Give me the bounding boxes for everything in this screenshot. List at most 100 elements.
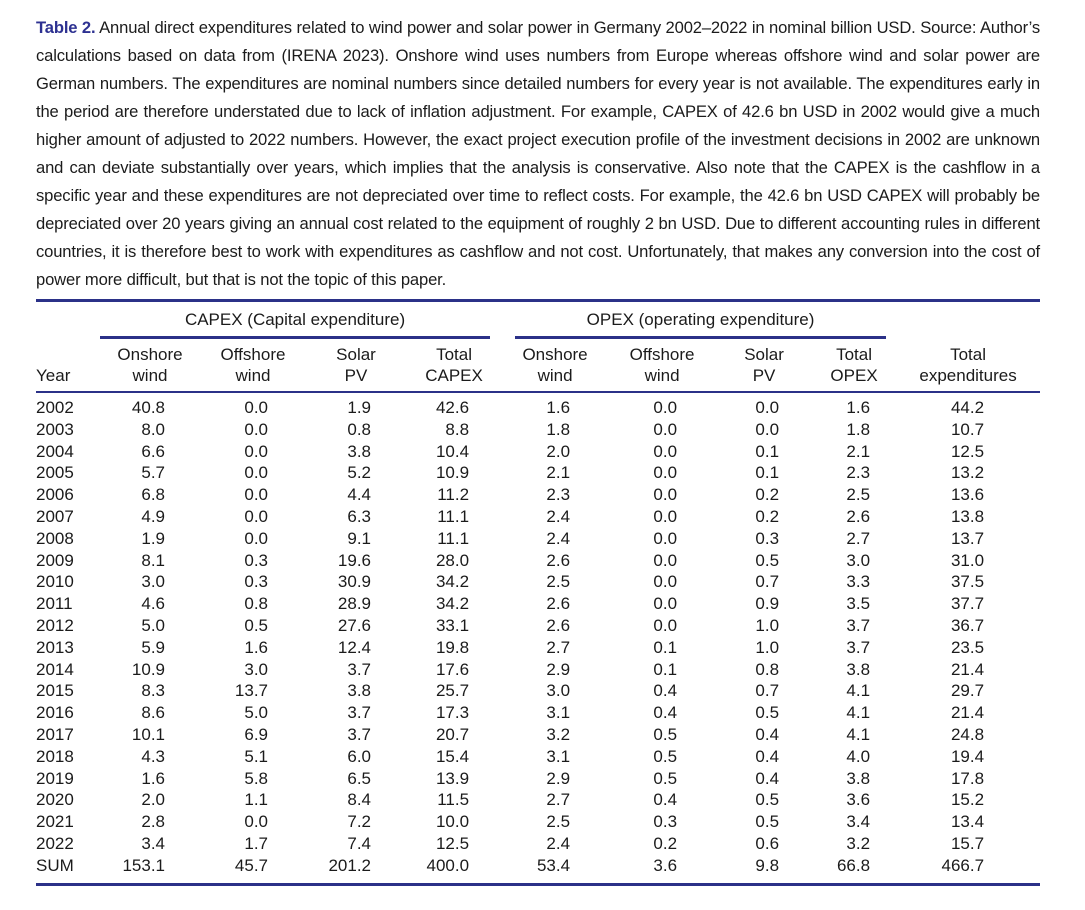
value-cell: 2.7: [546, 790, 571, 810]
value-cell: 7.2: [347, 812, 371, 832]
table-row: 2009 8.1 0.3 19.6 28.0 2.6 0.0 0.5 3.0 31.0: [36, 550, 1040, 572]
value-cell: 0.0: [755, 398, 780, 417]
group-header-spacer: [896, 302, 1040, 339]
value-cell: 4.1: [846, 681, 871, 701]
value-cell: 0.4: [653, 681, 678, 701]
value-cell: 28.0: [435, 550, 470, 570]
value-cell: 2.9: [546, 659, 571, 679]
value-cell: 1.6: [141, 768, 165, 788]
table-row: 2016 8.6 5.0 3.7 17.3 3.1 0.4 0.5 4.1 21.4: [36, 702, 1040, 724]
value-cell: 0.0: [653, 528, 678, 548]
table-row: 2018 4.3 5.1 6.0 15.4 3.1 0.5 0.4 4.0 19.4: [36, 746, 1040, 768]
value-cell: 24.8: [950, 724, 985, 744]
value-cell: 0.0: [244, 528, 268, 548]
value-cell: 0.1: [653, 637, 678, 657]
year-cell: 2019: [36, 768, 74, 788]
value-cell: 1.0: [755, 637, 780, 657]
group-header-row: CAPEX (Capital expenditure) OPEX (operat…: [36, 302, 1040, 339]
value-cell: 0.1: [755, 463, 780, 483]
year-cell: 2017: [36, 724, 74, 744]
value-cell: 0.0: [653, 506, 678, 526]
value-cell: 0.0: [653, 615, 678, 635]
value-cell: 8.3: [141, 681, 165, 701]
value-cell: 23.5: [950, 637, 985, 657]
column-header-total-capex: Total CAPEX: [406, 339, 503, 393]
value-cell: 2.9: [546, 768, 571, 788]
value-cell: 0.0: [653, 463, 678, 483]
value-cell: 3.0: [141, 572, 165, 592]
value-cell: 37.5: [950, 572, 985, 592]
value-cell: 0.4: [755, 746, 780, 766]
value-cell: 3.5: [846, 594, 871, 614]
value-cell: 1.8: [546, 419, 571, 439]
value-cell: 10.1: [131, 724, 165, 744]
value-cell: 5.2: [347, 463, 371, 483]
year-cell: 2013: [36, 637, 74, 657]
value-cell: 11.1: [437, 528, 470, 548]
value-cell: 0.0: [653, 398, 678, 417]
value-cell: 3.4: [141, 833, 165, 853]
value-cell: 2.4: [546, 833, 571, 853]
year-cell: 2008: [36, 528, 74, 548]
value-cell: 0.0: [653, 594, 678, 614]
table-caption-text: Annual direct expenditures related to wi…: [36, 18, 1040, 289]
value-cell: 4.9: [141, 506, 165, 526]
value-cell: 0.1: [653, 659, 678, 679]
value-cell: 4.0: [846, 746, 871, 766]
table-row: 2008 1.9 0.0 9.1 11.1 2.4 0.0 0.3 2.7 13.7: [36, 528, 1040, 550]
value-cell: 15.7: [950, 833, 985, 853]
value-cell: 1.9: [347, 398, 371, 417]
value-cell: 5.9: [141, 637, 165, 657]
value-cell: 0.7: [755, 681, 780, 701]
value-cell: 2.1: [546, 463, 571, 483]
value-cell: 3.2: [546, 724, 571, 744]
value-cell: 8.4: [347, 790, 371, 810]
table-row: 2022 3.4 1.7 7.4 12.5 2.4 0.2 0.6 3.2 15.7: [36, 833, 1040, 855]
value-cell: 11.1: [437, 506, 470, 526]
value-cell: 5.0: [141, 615, 165, 635]
value-cell: 0.0: [244, 441, 268, 461]
capex-group-spanner: CAPEX (Capital expenditure): [100, 309, 491, 339]
value-cell: 1.9: [141, 528, 165, 548]
value-cell: 53.4: [536, 855, 571, 875]
value-cell: 10.0: [435, 812, 470, 832]
value-cell: 3.6: [846, 790, 871, 810]
value-cell: 2.1: [846, 441, 871, 461]
value-cell: 12.5: [950, 441, 985, 461]
value-cell: 2.0: [141, 790, 165, 810]
year-cell: 2021: [36, 812, 74, 832]
table-row: 2013 5.9 1.6 12.4 19.8 2.7 0.1 1.0 3.7 23.5: [36, 637, 1040, 659]
value-cell: 0.0: [244, 419, 268, 439]
value-cell: 2.5: [546, 572, 571, 592]
year-cell: 2002: [36, 398, 74, 417]
year-cell: 2011: [36, 594, 73, 614]
value-cell: 31.0: [950, 550, 985, 570]
value-cell: 42.6: [435, 398, 470, 417]
value-cell: 17.3: [435, 703, 470, 723]
value-cell: 3.7: [846, 637, 871, 657]
value-cell: 0.4: [653, 790, 678, 810]
year-cell: 2007: [36, 506, 74, 526]
value-cell: 3.6: [653, 855, 678, 875]
value-cell: 34.2: [435, 572, 470, 592]
value-cell: 0.5: [653, 746, 678, 766]
value-cell: 5.1: [244, 746, 268, 766]
value-cell: 0.0: [244, 506, 268, 526]
value-cell: 0.5: [653, 768, 678, 788]
value-cell: 2.6: [546, 594, 571, 614]
value-cell: 4.1: [846, 724, 871, 744]
value-cell: 34.2: [435, 594, 470, 614]
value-cell: 13.7: [950, 528, 985, 548]
paper-page: Table 2. Annual direct expenditures rela…: [36, 18, 1040, 886]
value-cell: 4.1: [846, 703, 871, 723]
table-row: 2007 4.9 0.0 6.3 11.1 2.4 0.0 0.2 2.6 13.8: [36, 506, 1040, 528]
opex-group-header: OPEX (operating expenditure): [502, 302, 896, 339]
value-cell: 5.0: [244, 703, 268, 723]
value-cell: 2.8: [141, 812, 165, 832]
value-cell: 0.4: [755, 768, 780, 788]
value-cell: 0.3: [244, 572, 268, 592]
value-cell: 2.0: [546, 441, 571, 461]
value-cell: 3.7: [846, 615, 871, 635]
value-cell: 2.3: [546, 485, 571, 505]
value-cell: 8.8: [445, 419, 470, 439]
